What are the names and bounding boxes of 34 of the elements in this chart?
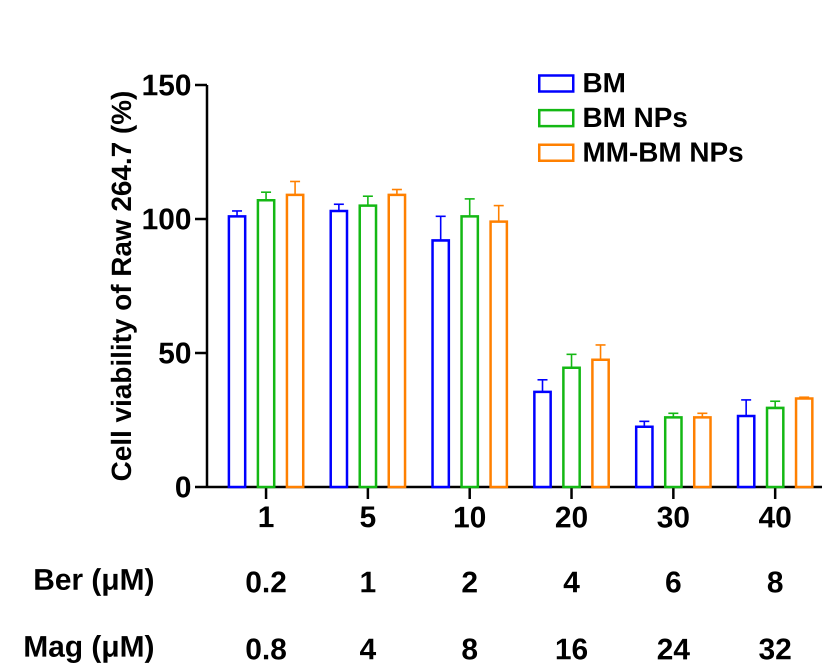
- text: 8: [462, 638, 478, 660]
- y-tick-label: 0: [176, 476, 190, 498]
- x-tick-label: 40: [759, 506, 791, 528]
- text: 24: [658, 638, 690, 660]
- x-tick-label: 30: [657, 506, 689, 528]
- bar: [664, 416, 683, 488]
- text: 16: [556, 638, 588, 660]
- bar: [388, 194, 406, 488]
- text: 4: [360, 638, 376, 660]
- bar: [228, 215, 246, 488]
- text: 32: [759, 638, 791, 660]
- text: 6: [666, 571, 681, 593]
- text: Mag (μM): [25, 635, 153, 663]
- y-tick-label: 150: [143, 74, 190, 96]
- bar: [794, 397, 814, 488]
- text: 0.2: [246, 571, 286, 593]
- x-tick-label: 1: [260, 506, 274, 528]
- y-tick-label: 100: [143, 208, 190, 230]
- x-tick-label: 20: [556, 506, 587, 528]
- x-tick-label: 5: [360, 506, 376, 528]
- bar: [692, 416, 712, 488]
- legend-label: MM-BM NPs: [584, 142, 742, 162]
- text: 2: [462, 572, 477, 592]
- text: 0.8: [246, 638, 286, 660]
- x-tick-label: 10: [454, 506, 486, 528]
- text: 1: [361, 572, 376, 592]
- text: 4: [564, 572, 580, 592]
- y-axis-title: Cell viability of Raw 264.7 (%): [110, 92, 137, 480]
- legend-label: BM NPs: [584, 108, 687, 128]
- legend-label: BM: [584, 73, 624, 92]
- bar: [634, 425, 654, 488]
- text: 8: [768, 571, 783, 593]
- y-tick-label: 50: [159, 342, 190, 364]
- text: Ber (μM): [35, 568, 153, 596]
